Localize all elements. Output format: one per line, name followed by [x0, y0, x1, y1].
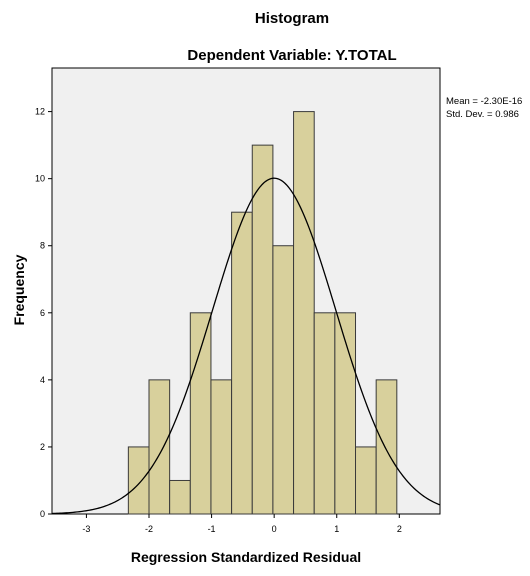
- x-tick-label: 0: [272, 524, 277, 534]
- x-tick-label: -3: [82, 524, 90, 534]
- y-tick-label: 8: [40, 241, 45, 251]
- x-tick-label: -2: [145, 524, 153, 534]
- chart-title: Histogram: [255, 10, 329, 27]
- y-tick-label: 6: [40, 308, 45, 318]
- histogram-bar: [251, 144, 274, 515]
- histogram-bar: [355, 446, 377, 515]
- x-axis-ticks: -3 -2 -1 0 1 2: [82, 514, 402, 534]
- x-tick-label: 1: [334, 524, 339, 534]
- histogram-bar: [231, 211, 253, 515]
- mean-stat-label: Mean = -2.30E-16: [446, 96, 522, 107]
- histogram-bar: [272, 245, 295, 515]
- histogram-bar: [189, 312, 212, 515]
- x-tick-label: 2: [397, 524, 402, 534]
- histogram-bar: [210, 379, 233, 515]
- chart-subtitle: Dependent Variable: Y.TOTAL: [187, 47, 396, 64]
- histogram-bar: [293, 111, 315, 515]
- y-tick-label: 12: [35, 107, 45, 117]
- y-tick-label: 4: [40, 375, 45, 385]
- histogram-bar: [148, 379, 171, 515]
- normal-curve: [51, 177, 441, 515]
- x-axis-title: Regression Standardized Residual: [131, 549, 361, 565]
- histogram-bar: [375, 379, 398, 515]
- y-axis-title: Frequency: [11, 254, 27, 325]
- histogram-bar: [334, 312, 357, 515]
- y-tick-label: 10: [35, 174, 45, 184]
- histogram-bar: [313, 312, 336, 515]
- histogram-bar: [127, 446, 150, 515]
- y-axis-ticks: 0 2 4 6 8 10 12: [35, 107, 52, 519]
- x-tick-label: -1: [208, 524, 216, 534]
- y-tick-label: 0: [40, 509, 45, 519]
- histogram-bar: [169, 479, 191, 515]
- std-dev-stat-label: Std. Dev. = 0.986: [446, 109, 519, 120]
- y-tick-label: 2: [40, 442, 45, 452]
